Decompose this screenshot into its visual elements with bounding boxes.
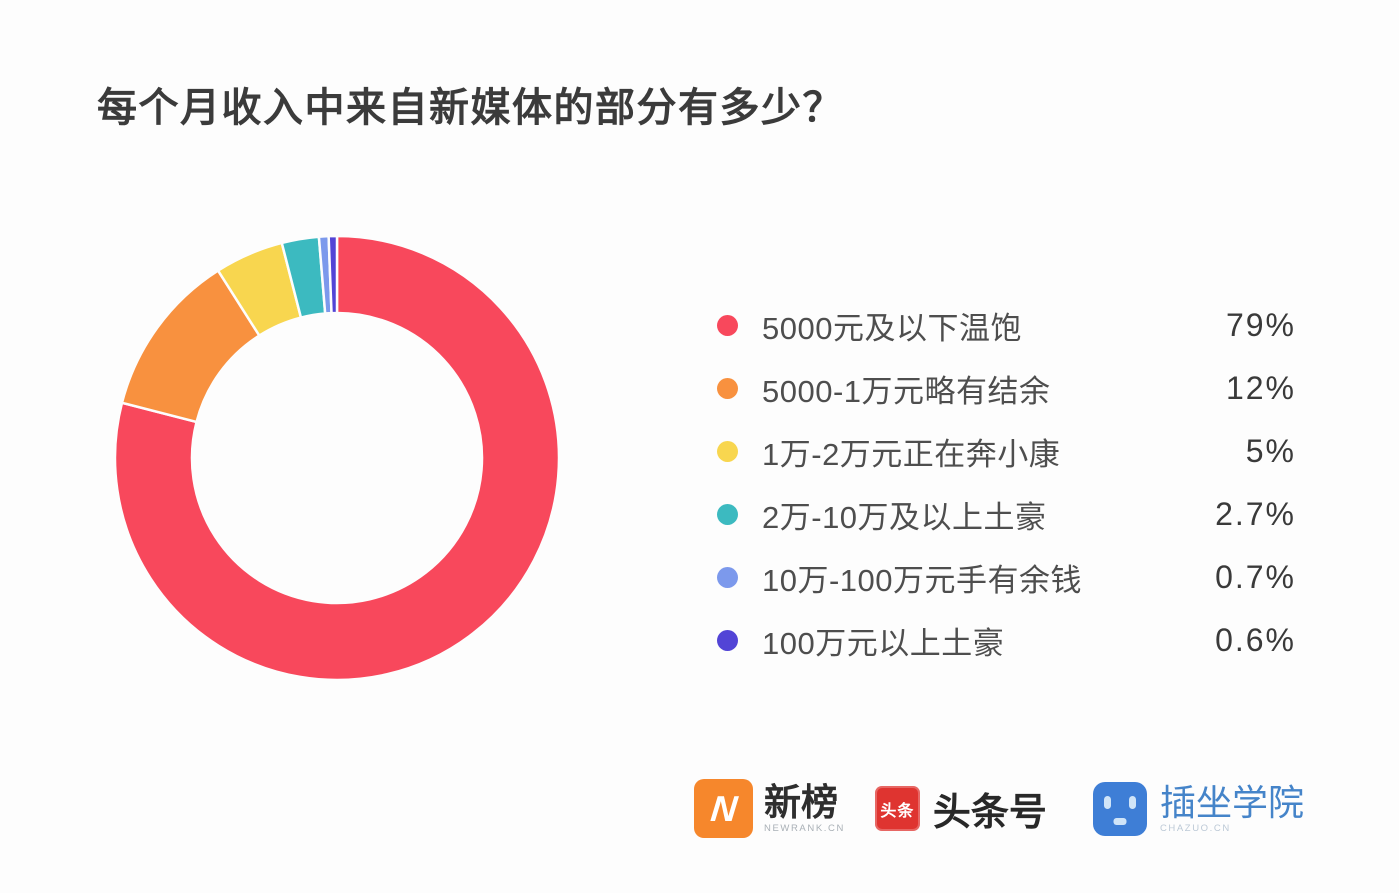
legend-dot — [717, 503, 738, 525]
legend-item: 10万-100万元手有余钱 0.7% — [717, 556, 1296, 598]
footer-logos: N 新榜 NEWRANK.CN 头条 头条号 插坐学院 CHAZU — [694, 779, 1304, 838]
chazuo-subtitle: CHAZUO.CN — [1159, 822, 1231, 834]
newrank-title: 新榜 — [764, 781, 838, 823]
newrank-subtitle: NEWRANK.CN — [764, 822, 845, 834]
legend-value: 5% — [1245, 432, 1296, 469]
legend-label: 100万元以上土豪 — [762, 625, 1005, 661]
toutiao-title: 头条号 — [932, 792, 1047, 834]
donut-slice — [327, 234, 339, 315]
legend-value: 12% — [1225, 369, 1296, 406]
newrank-logo: N 新榜 NEWRANK.CN — [694, 779, 845, 838]
chazuo-logo: 插坐学院 CHAZUO.CN — [1092, 781, 1304, 836]
robot-eye-left — [1103, 795, 1111, 809]
legend-item: 100万元以上土豪 0.6% — [717, 619, 1296, 661]
legend-value: 79% — [1225, 306, 1296, 343]
legend-label: 5000元及以下温饱 — [762, 310, 1022, 346]
donut-chart-container — [112, 233, 562, 683]
donut-chart — [113, 234, 561, 682]
legend-label: 2万-10万及以上土豪 — [762, 499, 1047, 535]
toutiao-icon: 头条 — [874, 786, 920, 831]
legend-dot — [717, 314, 738, 336]
legend-value: 2.7% — [1215, 495, 1296, 532]
legend-item: 1万-2万元正在奔小康 5% — [717, 430, 1296, 472]
chazuo-title: 插坐学院 — [1159, 781, 1304, 823]
legend-item: 5000-1万元略有结余 12% — [717, 367, 1296, 409]
donut-slice — [113, 234, 561, 682]
robot-mouth — [1113, 817, 1127, 825]
legend-dot — [717, 566, 738, 588]
legend-item: 2万-10万及以上土豪 2.7% — [717, 493, 1296, 535]
legend-value: 0.6% — [1215, 621, 1296, 658]
legend-dot — [717, 440, 738, 462]
legend-item: 5000元及以下温饱 79% — [717, 304, 1296, 346]
chart-legend: 5000元及以下温饱 79% 5000-1万元略有结余 12% 1万-2万元正在… — [717, 304, 1296, 682]
robot-face-icon — [1092, 781, 1147, 836]
legend-label: 1万-2万元正在奔小康 — [762, 436, 1061, 472]
toutiao-logo: 头条 头条号 — [874, 781, 1047, 836]
newrank-n-glyph: N — [708, 787, 739, 829]
robot-eye-right — [1128, 795, 1136, 809]
legend-dot — [717, 377, 738, 399]
legend-value: 0.7% — [1215, 558, 1296, 595]
toutiao-icon-glyph: 头条 — [880, 802, 915, 820]
legend-dot — [717, 629, 738, 651]
chart-title: 每个月收入中来自新媒体的部分有多少？ — [97, 86, 844, 130]
newrank-icon: N — [694, 779, 753, 838]
legend-label: 5000-1万元略有结余 — [762, 373, 1051, 409]
legend-label: 10万-100万元手有余钱 — [762, 562, 1083, 598]
